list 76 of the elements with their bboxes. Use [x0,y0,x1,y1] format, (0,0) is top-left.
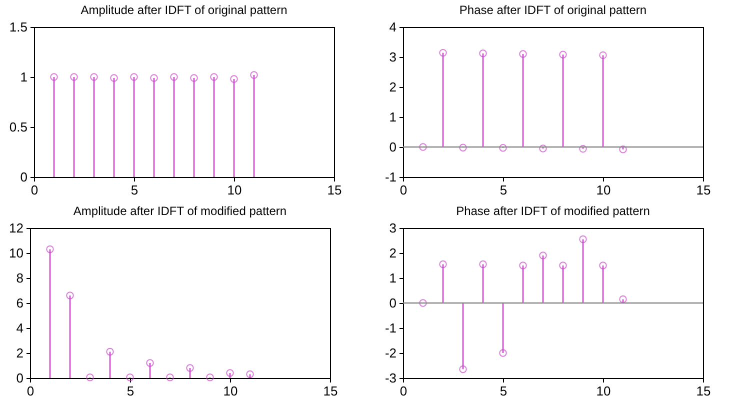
point [459,144,467,152]
y-tick-label: 8 [16,270,24,286]
point [86,374,94,382]
chart-title: Phase after IDFT of original pattern [459,3,647,17]
y-tick-label: 1 [20,70,28,84]
point [246,370,254,378]
y-tick-label: -2 [384,346,396,360]
y-tick-label: 0 [389,140,396,154]
y-tick-label: -1 [384,320,396,336]
point [579,235,587,244]
y-tick-label: -3 [384,370,396,386]
point [499,349,507,357]
x-tick-label: 15 [696,182,711,198]
y-tick-label: 3 [389,220,396,236]
point [539,252,547,260]
point [126,374,134,382]
x-tick-label: 5 [126,384,134,398]
point [559,262,567,270]
point [439,48,447,57]
point [479,260,487,268]
y-tick-label: 0.5 [9,120,28,134]
chart-title: Amplitude after IDFT of modified pattern [73,204,287,218]
x-tick-label: 10 [596,384,611,398]
x-tick-label: 5 [130,182,138,198]
y-tick-label: 1.5 [9,20,28,34]
point [106,348,114,356]
x-tick-label: 0 [30,182,38,198]
point [519,50,527,58]
x-tick-label: 15 [696,384,711,398]
point [519,262,527,270]
y-tick-label: 1 [389,110,396,124]
point [599,51,607,60]
y-tick-label: 10 [9,246,24,260]
x-tick-label: 0 [400,182,408,198]
x-tick-label: 15 [323,384,338,398]
point [66,292,74,300]
point [539,144,547,152]
point [499,144,507,152]
point [419,143,427,151]
point [206,374,214,382]
point [479,50,487,58]
x-tick-label: 5 [500,384,508,398]
point [166,374,174,382]
x-tick-label: 0 [400,384,408,398]
point [146,359,154,367]
y-tick-label: 0 [16,370,24,386]
y-tick-label: 2 [16,346,24,360]
point [439,260,447,268]
y-tick-label: 0 [20,170,28,184]
x-tick-label: 10 [223,384,238,398]
y-tick-label: 4 [16,320,24,336]
y-tick-label: 4 [389,20,396,34]
chart-title: Phase after IDFT of modified pattern [456,204,650,218]
point [46,245,54,254]
point [599,262,607,270]
point [459,365,467,374]
x-tick-label: 15 [327,182,342,198]
x-tick-label: 10 [596,182,611,198]
x-tick-label: 5 [500,182,508,198]
x-tick-label: 10 [227,182,242,198]
y-tick-label: 0 [389,296,396,310]
point [619,295,627,304]
y-tick-label: 1 [389,270,396,286]
y-tick-label: 2 [389,246,396,260]
point [579,144,587,153]
point [559,50,567,58]
y-tick-label: -1 [384,170,396,184]
point [419,299,427,307]
y-tick-label: 3 [389,50,396,64]
point [186,364,194,372]
y-tick-label: 2 [389,80,396,94]
y-tick-label: 6 [16,296,24,310]
point [619,146,627,154]
chart-title: Amplitude after IDFT of original pattern [80,3,288,17]
point [226,369,234,377]
y-tick-label: 12 [9,220,24,236]
